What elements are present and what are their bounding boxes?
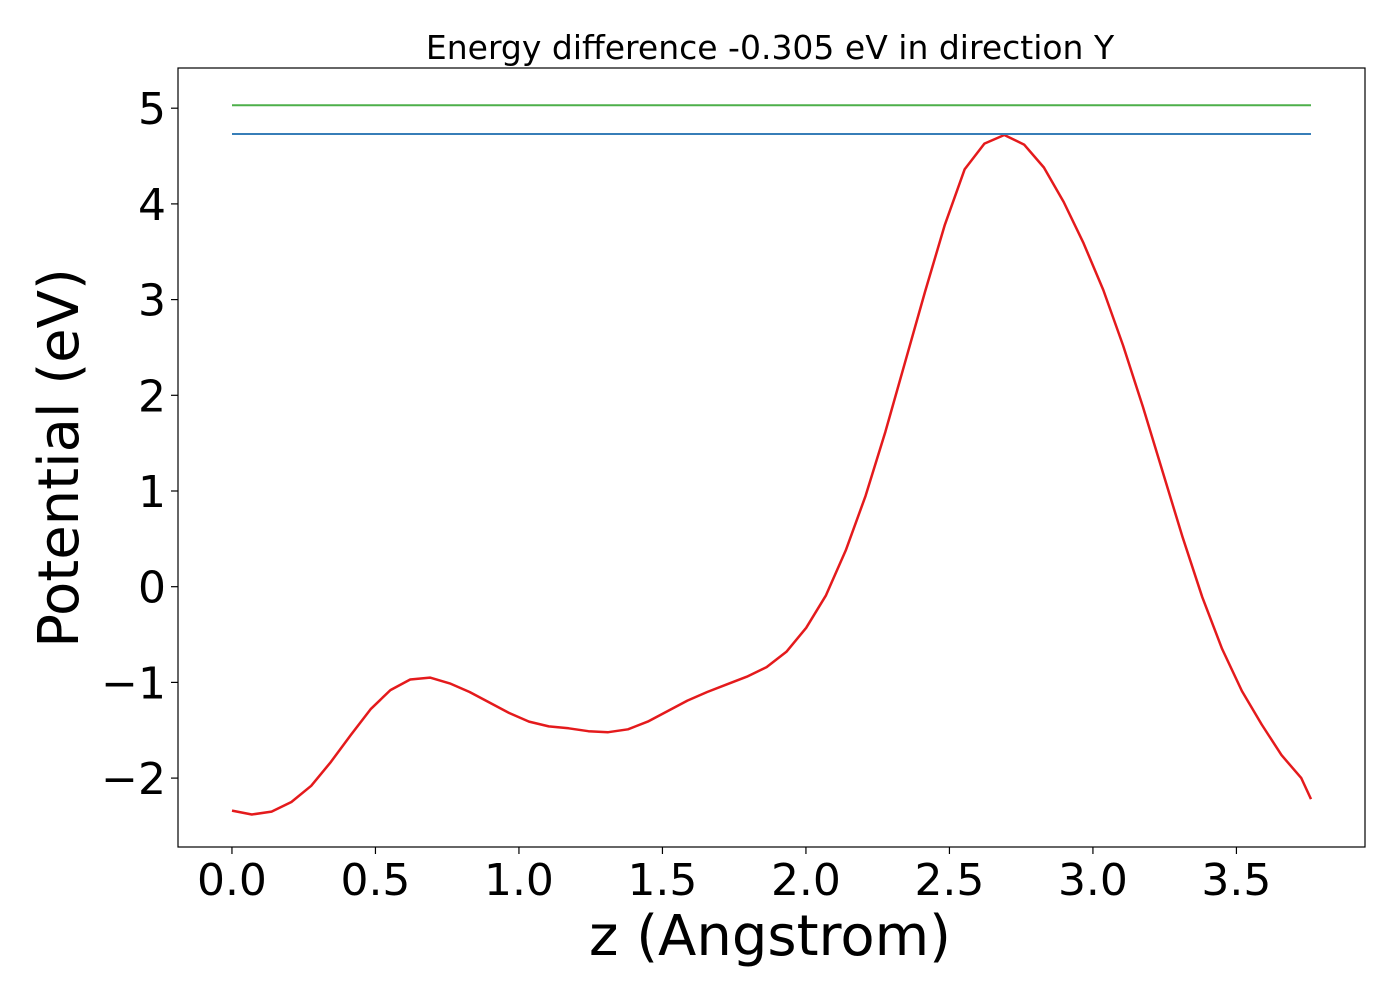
y-tick-label: 4 — [138, 180, 166, 231]
y-tick-label: −2 — [101, 754, 166, 805]
x-axis: 0.0 0.5 1.0 1.5 2.0 2.5 3.0 3.5 — [197, 847, 1271, 906]
chart-title: Energy difference -0.305 eV in direction… — [426, 28, 1115, 67]
y-tick-label: 0 — [138, 563, 166, 614]
x-tick-label: 2.5 — [914, 855, 984, 906]
y-tick-label: −1 — [101, 658, 166, 709]
series-line-0 — [231, 133, 1313, 816]
y-axis-label: Potential (eV) — [27, 268, 92, 648]
x-tick-label: 3.0 — [1058, 855, 1128, 906]
x-tick-label: 2.0 — [771, 855, 841, 906]
y-tick-label: 5 — [138, 84, 166, 135]
y-tick-label: 3 — [138, 276, 166, 327]
y-tick-label: 2 — [138, 371, 166, 422]
x-axis-label: z (Angstrom) — [589, 904, 951, 969]
y-axis: −2 −1 0 1 2 3 4 5 — [101, 84, 178, 805]
x-tick-label: 3.5 — [1201, 855, 1271, 906]
plot-frame — [177, 67, 1366, 848]
x-tick-label: 1.0 — [484, 855, 554, 906]
x-tick-label: 0.0 — [197, 855, 267, 906]
x-tick-label: 0.5 — [340, 855, 410, 906]
y-tick-label: 1 — [138, 467, 166, 518]
x-tick-label: 1.5 — [627, 855, 697, 906]
plot-area — [231, 104, 1313, 816]
